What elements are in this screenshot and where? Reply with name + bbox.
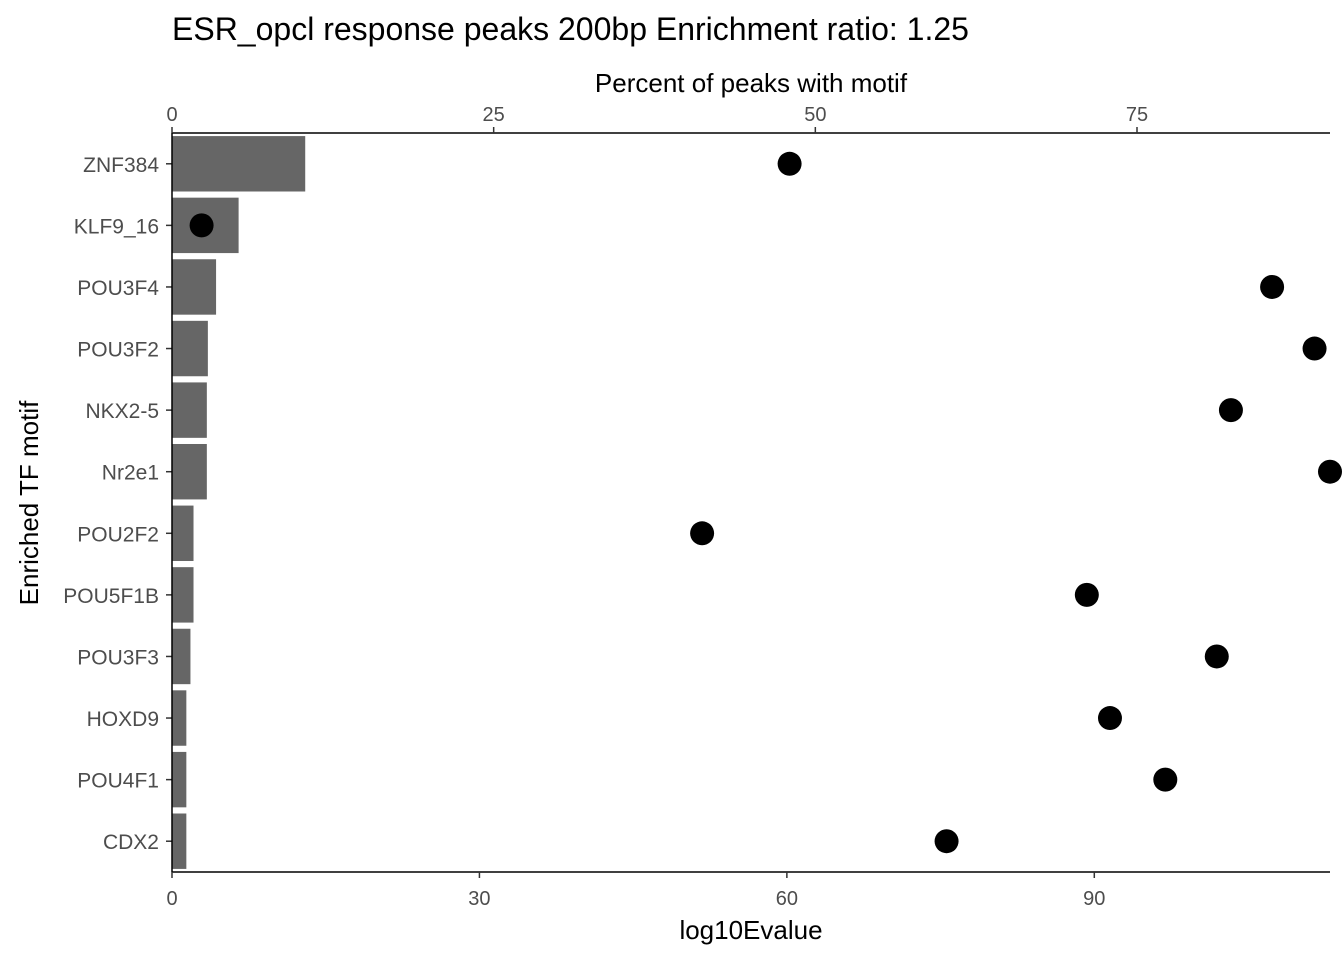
bar <box>172 259 217 315</box>
point <box>1204 644 1229 669</box>
point <box>934 829 959 854</box>
y-tick-label: POU2F2 <box>77 523 159 546</box>
bar <box>172 567 194 623</box>
y-tick-label: POU3F4 <box>77 277 159 300</box>
bar <box>172 320 208 377</box>
bar <box>172 628 191 685</box>
bottom-tick-label: 0 <box>166 888 177 910</box>
point <box>777 151 802 176</box>
bottom-tick-label: 60 <box>776 888 798 910</box>
point <box>1302 336 1327 361</box>
top-tick-label: 25 <box>483 104 505 126</box>
y-tick-label: POU3F2 <box>77 339 159 362</box>
y-tick-label: POU5F1B <box>63 585 159 608</box>
y-tick-label: CDX2 <box>103 831 159 854</box>
top-tick-label: 0 <box>166 104 177 126</box>
bars-layer <box>172 136 306 869</box>
y-tick-label: POU3F3 <box>77 646 159 669</box>
y-tick-label: HOXD9 <box>87 708 159 731</box>
bar <box>172 690 187 746</box>
top-tick-label: 50 <box>804 104 826 126</box>
point <box>1097 706 1122 731</box>
chart-title: ESR_opcl response peaks 200bp Enrichment… <box>172 11 969 47</box>
bar <box>172 382 207 438</box>
bottom-tick-label: 90 <box>1083 888 1105 910</box>
point <box>1260 274 1285 299</box>
axes-layer: ZNF384 KLF9_16 POU3F4 POU3F2 NKX2-5 Nr2e1 POU2… <box>63 104 1330 910</box>
bar <box>172 751 187 808</box>
point <box>690 521 715 546</box>
bar <box>172 443 207 500</box>
point <box>1074 582 1099 607</box>
top-axis-title: Percent of peaks with motif <box>595 68 908 98</box>
y-tick-label: POU4F1 <box>77 770 159 793</box>
y-tick-label: Nr2e1 <box>102 462 159 485</box>
y-tick-label: NKX2-5 <box>85 400 159 423</box>
y-tick-label: KLF9_16 <box>74 215 159 238</box>
y-axis-title: Enriched TF motif <box>14 400 44 605</box>
bar <box>172 813 187 869</box>
bottom-tick-label: 30 <box>468 888 490 910</box>
bar <box>172 505 194 562</box>
y-tick-label: ZNF384 <box>83 154 159 177</box>
point <box>1153 767 1178 792</box>
bottom-axis-title: log10Evalue <box>679 915 822 945</box>
points-layer <box>189 151 1342 854</box>
point <box>1318 459 1342 484</box>
bar <box>172 136 306 192</box>
top-tick-label: 75 <box>1126 104 1148 126</box>
point <box>189 213 214 238</box>
point <box>1218 398 1243 423</box>
